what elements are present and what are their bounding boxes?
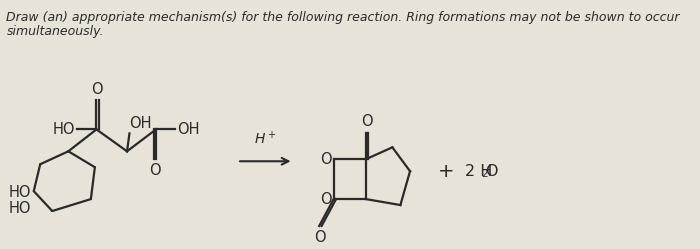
Text: HO: HO <box>53 122 76 137</box>
Text: O: O <box>314 230 326 245</box>
Text: O: O <box>149 163 161 178</box>
Text: O: O <box>92 82 103 97</box>
Text: HO: HO <box>9 185 32 200</box>
Text: HO: HO <box>9 200 32 216</box>
Text: $\mathit{H}^+$: $\mathit{H}^+$ <box>254 130 276 147</box>
Text: +: + <box>438 162 454 181</box>
Text: OH: OH <box>130 116 152 131</box>
Text: O: O <box>321 152 332 167</box>
Text: 2 H: 2 H <box>465 164 492 179</box>
Text: O: O <box>321 191 332 207</box>
Text: OH: OH <box>177 122 199 137</box>
Text: O: O <box>486 164 498 179</box>
Text: simultaneously.: simultaneously. <box>6 25 104 38</box>
Text: Draw (an) appropriate mechanism(s) for the following reaction. Ring formations m: Draw (an) appropriate mechanism(s) for t… <box>6 11 680 24</box>
Text: 2: 2 <box>482 169 488 179</box>
Text: O: O <box>360 114 372 129</box>
